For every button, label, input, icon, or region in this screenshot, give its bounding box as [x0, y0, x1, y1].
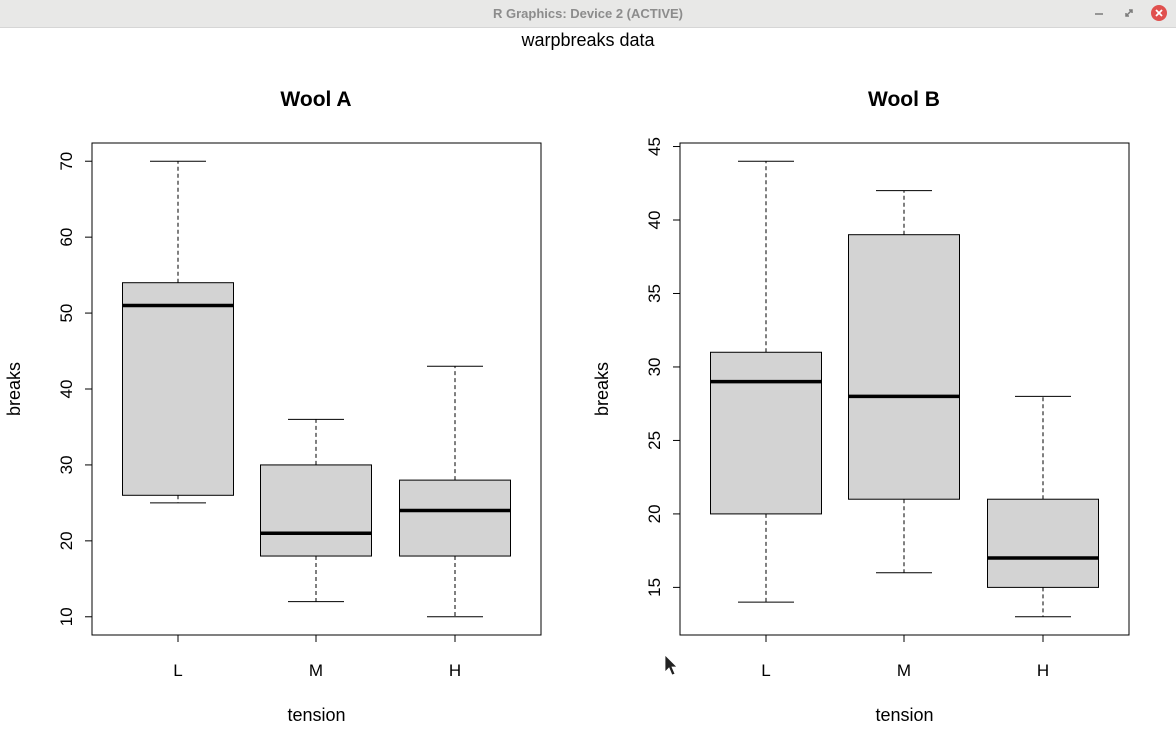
- x-axis-label: tension: [287, 705, 345, 725]
- box-M: [260, 418, 372, 603]
- x-tick-label: H: [449, 661, 461, 680]
- y-tick-label: 30: [57, 455, 76, 474]
- y-axis-label: breaks: [4, 362, 24, 416]
- y-tick-label: 45: [645, 137, 664, 156]
- iqr-box: [399, 479, 511, 557]
- x-tick-label: M: [897, 661, 911, 680]
- box-H: [399, 365, 511, 618]
- y-tick-label: 10: [57, 607, 76, 626]
- y-tick-label: 25: [645, 431, 664, 450]
- x-tick-label: H: [1037, 661, 1049, 680]
- x-tick-label: M: [309, 661, 323, 680]
- x-tick-label: L: [173, 661, 182, 680]
- window-titlebar: R Graphics: Device 2 (ACTIVE): [0, 0, 1176, 28]
- y-tick-label: 40: [645, 211, 664, 230]
- iqr-box: [987, 498, 1099, 588]
- panel-title: Wool A: [280, 88, 351, 111]
- y-tick-label: 60: [57, 228, 76, 247]
- boxplot-figure: warpbreaks data Wool A 10 20 30 40 50 60 70 brea…: [4, 30, 1130, 725]
- box-L: [710, 160, 822, 603]
- y-tick-label: 70: [57, 152, 76, 171]
- x-tick-label: L: [761, 661, 770, 680]
- y-tick-label: 30: [645, 357, 664, 376]
- restore-icon[interactable]: [1120, 4, 1138, 22]
- y-tick-label: 40: [57, 380, 76, 399]
- close-icon[interactable]: [1150, 4, 1168, 22]
- panel-title: Wool B: [868, 88, 940, 111]
- iqr-box: [848, 234, 960, 500]
- y-tick-label: 20: [645, 504, 664, 523]
- box-H: [987, 395, 1099, 618]
- y-tick-label: 35: [645, 284, 664, 303]
- y-tick-label: 50: [57, 304, 76, 323]
- box-M: [848, 190, 960, 574]
- minimize-icon[interactable]: [1090, 4, 1108, 22]
- iqr-box: [122, 282, 234, 496]
- iqr-box: [260, 464, 372, 557]
- iqr-box: [710, 351, 822, 515]
- mouse-cursor-icon: [664, 654, 678, 676]
- box-L: [122, 160, 234, 504]
- y-tick-label: 20: [57, 531, 76, 550]
- y-axis-label: breaks: [592, 362, 612, 416]
- figure-title: warpbreaks data: [520, 30, 655, 50]
- window-title: R Graphics: Device 2 (ACTIVE): [493, 6, 683, 21]
- y-tick-label: 15: [645, 578, 664, 597]
- x-axis-label: tension: [875, 705, 933, 725]
